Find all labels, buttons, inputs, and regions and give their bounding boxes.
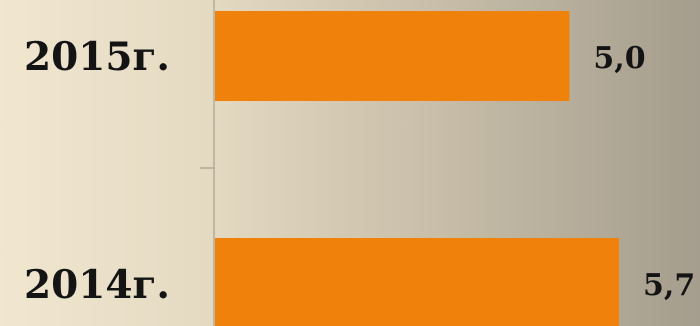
bar-0 — [215, 11, 570, 101]
value-label-1: 5,7 — [643, 268, 695, 303]
bar-marks: 2015г. 5,0 2014г. 5,7 — [24, 11, 695, 326]
value-label-0: 5,0 — [593, 41, 645, 76]
bar-1 — [215, 238, 619, 326]
category-label-1: 2014г. — [24, 262, 170, 308]
category-label-0: 2015г. — [24, 34, 170, 80]
